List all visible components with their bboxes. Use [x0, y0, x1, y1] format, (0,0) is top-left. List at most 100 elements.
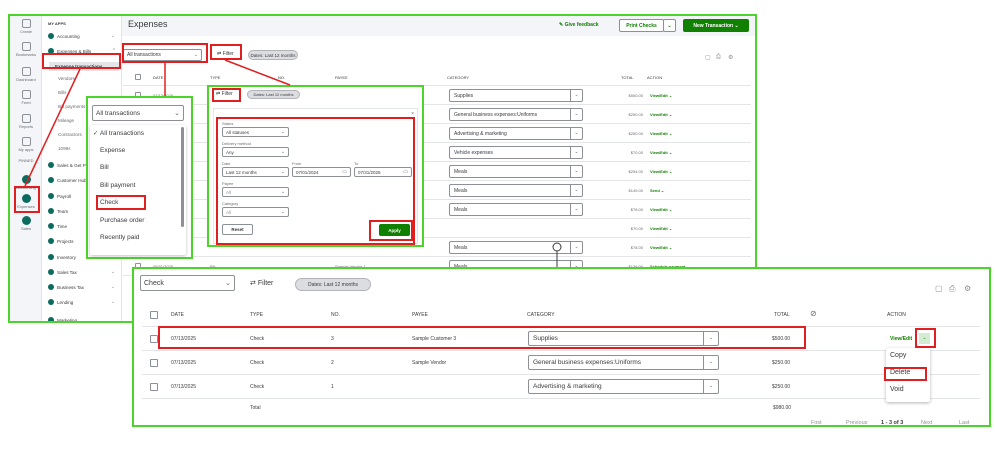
- category-select[interactable]: Meals ⌄: [449, 165, 583, 178]
- category-select[interactable]: Advertising & marketing ⌄: [528, 379, 719, 394]
- export-icon[interactable]: ▢: [705, 55, 711, 61]
- sidebar-item-payroll[interactable]: Payroll: [48, 193, 121, 199]
- sidebar-item-1099s[interactable]: 1099s: [58, 146, 71, 151]
- category-select[interactable]: Meals ⌄: [449, 241, 583, 254]
- export-icon[interactable]: ▢: [935, 284, 943, 293]
- calendar-icon[interactable]: ▭: [403, 169, 408, 175]
- category-select[interactable]: Meals ⌄: [449, 184, 583, 197]
- rail-item-feed[interactable]: Feed: [10, 90, 42, 105]
- sidebar-item-contractors[interactable]: Contractors: [58, 132, 82, 137]
- type-option[interactable]: Bill: [100, 164, 109, 171]
- category-select[interactable]: All ⌄: [222, 207, 289, 217]
- date-range-select[interactable]: Last 12 months ⌄: [222, 167, 289, 177]
- dates-pill[interactable]: Dates: Last 12 months: [247, 90, 300, 99]
- print-icon[interactable]: ⎙: [716, 54, 721, 60]
- rail-item-expenses[interactable]: Expenses: [10, 194, 42, 209]
- type-dropdown-select[interactable]: All transactions ⌄: [92, 105, 184, 121]
- type-option[interactable]: Recently paid: [100, 234, 139, 241]
- sidebar-item-sales-tax[interactable]: Sales Tax ⌄: [48, 269, 121, 275]
- reset-button[interactable]: Reset: [222, 224, 253, 235]
- category-select[interactable]: Advertising & marketing ⌄: [449, 127, 583, 140]
- select-all-checkbox[interactable]: [135, 74, 141, 80]
- type-option[interactable]: Bill payment: [100, 182, 135, 189]
- chevron-icon[interactable]: ^: [112, 48, 115, 54]
- rail-item-dashboard[interactable]: Dashboard: [10, 67, 42, 82]
- print-checks-menu-button[interactable]: ⌄: [663, 19, 676, 32]
- settings-gear-icon[interactable]: ⚙: [964, 284, 972, 293]
- calendar-icon[interactable]: ▭: [342, 169, 347, 175]
- sidebar-item-expenses-bills[interactable]: Expenses & Bills ^: [48, 48, 121, 54]
- type-option[interactable]: Purchase order: [100, 217, 144, 224]
- rail-item-create[interactable]: Create: [10, 19, 42, 34]
- row-action-link[interactable]: View/Edit ⌄: [650, 169, 673, 174]
- sidebar-item-accounting[interactable]: Accounting ⌄: [48, 33, 121, 39]
- select-all-checkbox[interactable]: [150, 311, 158, 319]
- filter-button[interactable]: ⇄ Filter: [216, 91, 233, 97]
- filter-button[interactable]: ⇄ Filter: [217, 51, 234, 57]
- previous-page-link[interactable]: Previous: [846, 420, 868, 426]
- row-action-link[interactable]: View/Edit ⌄: [650, 112, 673, 117]
- sidebar-item-vendors[interactable]: Vendors: [58, 76, 75, 81]
- settings-gear-icon[interactable]: ⚙: [728, 55, 734, 61]
- sidebar-item-business-tax[interactable]: Business Tax ⌄: [48, 284, 121, 290]
- first-page-link[interactable]: First: [811, 420, 822, 426]
- sidebar-item-customer-hub[interactable]: Customer Hub: [48, 177, 121, 183]
- last-page-link[interactable]: Last: [959, 420, 970, 426]
- print-checks-button[interactable]: Print Checks: [619, 19, 664, 32]
- sidebar-item-expense-transactions[interactable]: Expense transactions: [49, 62, 119, 71]
- category-select[interactable]: Meals ⌄: [449, 203, 583, 216]
- rail-item-sales[interactable]: Sales: [10, 216, 42, 231]
- status-select[interactable]: All statuses ⌄: [222, 127, 289, 137]
- row-action-link[interactable]: View/Edit ⌄: [650, 245, 673, 250]
- scrollbar[interactable]: [181, 127, 184, 227]
- sidebar-item-team[interactable]: Team: [48, 208, 121, 214]
- row-action-link[interactable]: View/Edit ⌄: [650, 150, 673, 155]
- sidebar-item-bills[interactable]: Bills: [58, 90, 66, 95]
- category-select[interactable]: Vehicle expenses ⌄: [449, 146, 583, 159]
- row-checkbox[interactable]: [150, 359, 158, 367]
- dates-pill[interactable]: Dates: Last 12 months: [248, 50, 298, 60]
- transaction-type-select[interactable]: Check ⌄: [140, 275, 235, 291]
- sidebar-item-bill-payments[interactable]: Bill payments: [58, 104, 85, 109]
- type-option[interactable]: ✓ All transactions: [93, 129, 144, 137]
- row-action-link[interactable]: View/Edit ⌄: [650, 131, 673, 136]
- sidebar-item-mileage[interactable]: Mileage: [58, 118, 74, 123]
- transaction-type-select[interactable]: All transactions ⌄: [123, 49, 202, 61]
- to-date-input[interactable]: 07/31/2025 ▭: [354, 167, 412, 177]
- category-select[interactable]: Supplies ⌄: [528, 331, 719, 346]
- row-action-link[interactable]: View/Edit ⌄: [650, 226, 673, 231]
- rail-item-bookmarks[interactable]: Bookmarks: [10, 42, 42, 57]
- row-checkbox[interactable]: [150, 335, 158, 343]
- row-action-link[interactable]: View/Edit ⌄: [650, 207, 673, 212]
- from-date-input[interactable]: 07/01/2024 ▭: [292, 167, 351, 177]
- chevron-icon[interactable]: ⌄: [110, 299, 115, 305]
- print-icon[interactable]: ⎙: [949, 284, 956, 293]
- row-action-link[interactable]: View/Edit ⌄: [650, 93, 673, 98]
- row-checkbox[interactable]: [150, 383, 158, 391]
- close-icon[interactable]: ×: [411, 111, 414, 117]
- type-option[interactable]: Check: [100, 199, 118, 206]
- chevron-icon[interactable]: ⌄: [110, 269, 115, 275]
- action-menu-item-void[interactable]: Void: [890, 386, 904, 393]
- sidebar-item-sales-get-paid[interactable]: Sales & Get Paid: [48, 162, 121, 168]
- apply-button[interactable]: Apply: [379, 224, 410, 236]
- row-action-link[interactable]: Schedule payment ⌄: [650, 264, 690, 269]
- sidebar-item-time[interactable]: Time: [48, 223, 121, 229]
- category-select[interactable]: Supplies ⌄: [449, 89, 583, 102]
- rail-item-my-apps[interactable]: My apps: [10, 137, 42, 152]
- new-transaction-button[interactable]: New Transaction ⌄: [683, 19, 749, 32]
- rail-item-reports[interactable]: Reports: [10, 114, 42, 129]
- rotate-handle-icon[interactable]: [552, 242, 562, 252]
- type-option[interactable]: Expense: [100, 147, 125, 154]
- action-menu-item-delete[interactable]: Delete: [890, 369, 911, 376]
- view-edit-link[interactable]: View/Edit: [890, 336, 913, 342]
- filter-button[interactable]: ⇄ Filter: [250, 280, 274, 287]
- sidebar-item-lending[interactable]: Lending ⌄: [48, 299, 121, 305]
- category-select[interactable]: General business expenses:Uniforms ⌄: [449, 108, 583, 121]
- give-feedback-link[interactable]: ✎ Give feedback: [559, 22, 599, 28]
- dates-pill[interactable]: Dates: Last 12 months: [295, 278, 371, 291]
- sidebar-item-projects[interactable]: Projects: [48, 238, 121, 244]
- sidebar-item-marketing[interactable]: Marketing: [48, 317, 121, 321]
- sidebar-item-inventory[interactable]: Inventory: [48, 254, 121, 260]
- delivery-method-select[interactable]: Any ⌄: [222, 147, 289, 157]
